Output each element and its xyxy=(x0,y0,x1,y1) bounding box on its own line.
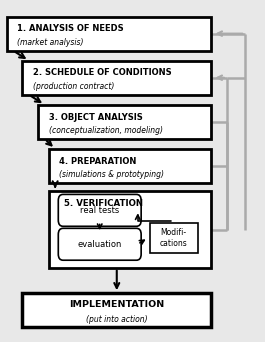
FancyBboxPatch shape xyxy=(149,223,198,253)
FancyBboxPatch shape xyxy=(7,17,211,51)
FancyBboxPatch shape xyxy=(48,192,211,268)
Text: evaluation: evaluation xyxy=(78,240,122,249)
Text: 4. PREPARATION: 4. PREPARATION xyxy=(59,157,136,166)
Text: real tests: real tests xyxy=(80,206,119,215)
Text: (put into action): (put into action) xyxy=(86,315,148,324)
FancyBboxPatch shape xyxy=(58,228,141,260)
Text: Modifi-
cations: Modifi- cations xyxy=(160,228,188,248)
Text: 2. SCHEDULE OF CONDITIONS: 2. SCHEDULE OF CONDITIONS xyxy=(33,68,171,78)
FancyBboxPatch shape xyxy=(38,105,211,139)
Text: (simulations & prototyping): (simulations & prototyping) xyxy=(59,170,164,179)
FancyBboxPatch shape xyxy=(58,194,141,226)
Text: 5. VERIFICATION: 5. VERIFICATION xyxy=(64,199,143,208)
FancyBboxPatch shape xyxy=(22,61,211,95)
FancyBboxPatch shape xyxy=(48,149,211,183)
Text: 3. OBJECT ANALYSIS: 3. OBJECT ANALYSIS xyxy=(48,113,142,121)
Text: (production contract): (production contract) xyxy=(33,82,114,91)
Text: (market analysis): (market analysis) xyxy=(17,38,84,47)
Text: 1. ANALYSIS OF NEEDS: 1. ANALYSIS OF NEEDS xyxy=(17,24,124,34)
FancyBboxPatch shape xyxy=(22,293,211,327)
Text: IMPLEMENTATION: IMPLEMENTATION xyxy=(69,301,164,310)
Text: (conceptualization, modeling): (conceptualization, modeling) xyxy=(48,126,163,135)
